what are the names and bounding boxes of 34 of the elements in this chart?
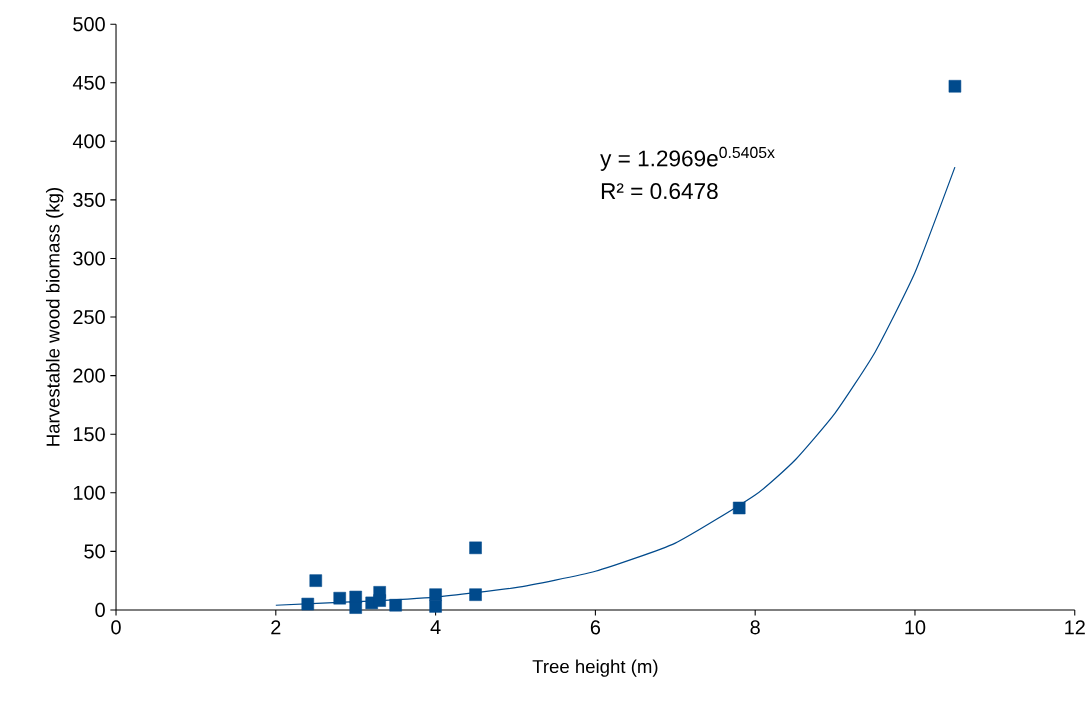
y-tick-label: 500 (73, 17, 105, 32)
annotation: y = 1.2969e$^{0.5405x}$ (600, 146, 775, 171)
annotation: R² = 0.6478 (601, 183, 718, 200)
y-tick-label: 300 (73, 251, 105, 266)
y-tick-label: 0 (95, 602, 105, 617)
y-tick-label: 100 (73, 485, 105, 500)
y-tick-label: 250 (73, 309, 105, 325)
y-tick-label: 400 (72, 134, 105, 149)
y-tick-label: 50 (84, 544, 105, 559)
y-tick-label: 350 (73, 192, 105, 207)
y-tick-label: 450 (72, 75, 105, 90)
x-tick-label: 2 (271, 620, 281, 635)
x-tick-label: 12 (1065, 620, 1085, 635)
point (309, 574, 323, 587)
point (349, 601, 362, 614)
x-tick-label: 4 (430, 620, 441, 634)
point (469, 588, 482, 601)
point (301, 597, 315, 611)
point (429, 588, 442, 601)
point (373, 594, 386, 607)
x-tick-label: 10 (905, 620, 926, 635)
x-tick-label: 0 (111, 620, 121, 635)
point (429, 600, 442, 613)
point (469, 541, 482, 555)
y-tick-label: 200 (73, 368, 105, 383)
point (732, 501, 746, 515)
x-tick-label: 6 (590, 620, 601, 635)
point (333, 591, 346, 605)
y-tick-label: 150 (73, 427, 105, 442)
point (948, 80, 962, 93)
point (389, 598, 402, 612)
y-axis-title: Harvestable wood biomass (kg) (45, 188, 64, 446)
x-tick-label: 8 (750, 620, 760, 635)
x-axis-title: Tree height (m) (532, 659, 658, 677)
